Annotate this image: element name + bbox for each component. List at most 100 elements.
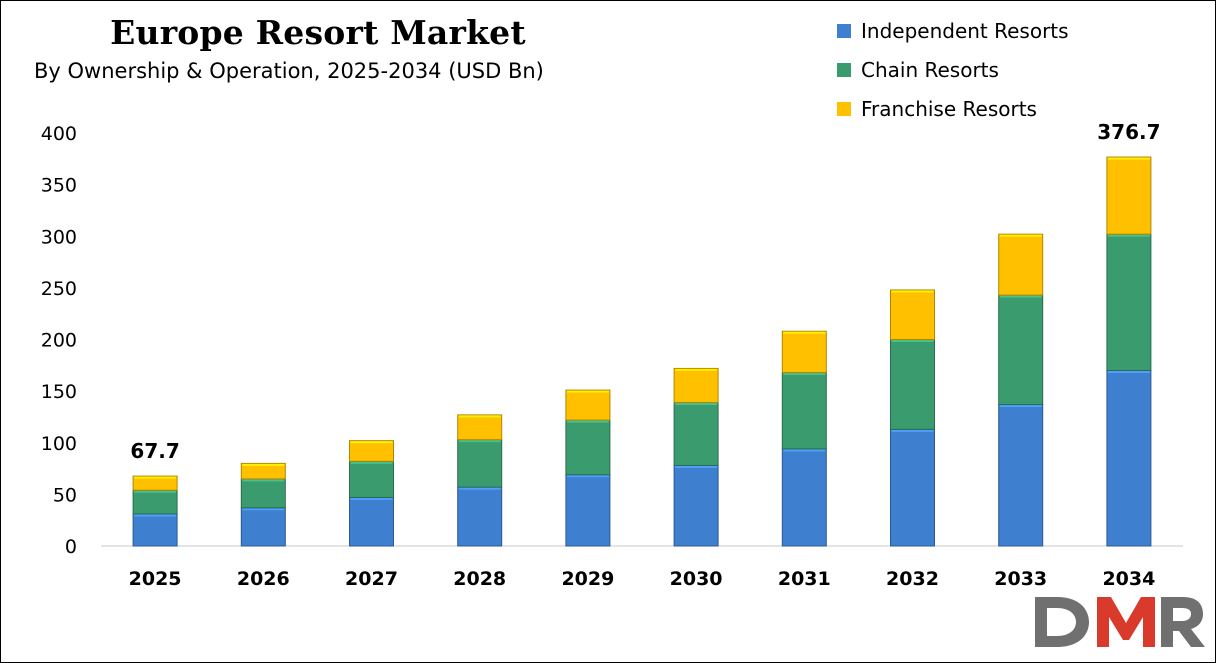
bar-segment-highlight <box>999 295 1042 298</box>
y-tick-label: 150 <box>41 381 77 403</box>
y-tick-label: 350 <box>41 175 77 197</box>
bar-segment-franchise-resorts-2027 <box>349 440 394 462</box>
dmr-logo <box>1031 593 1207 656</box>
bar-segment-independent-resorts-2025 <box>132 513 178 547</box>
legend-label-chain: Chain Resorts <box>861 57 999 82</box>
bar-segment-highlight <box>783 373 826 376</box>
bar-segment-highlight <box>458 440 501 443</box>
bar-segment-franchise-resorts-2026 <box>240 462 286 480</box>
bar-segment-highlight <box>999 234 1042 237</box>
chart-subtitle: By Ownership & Operation, 2025-2034 (USD… <box>34 59 544 83</box>
x-tick-label: 2033 <box>994 568 1047 590</box>
bar-segment-chain-resorts-2034 <box>1106 233 1152 371</box>
bar-segment-highlight <box>999 405 1042 408</box>
y-tick-label: 50 <box>53 484 77 506</box>
bar-segment-franchise-resorts-2029 <box>565 389 611 421</box>
legend: Independent Resorts Chain Resorts Franch… <box>837 11 1069 128</box>
bar-segment-independent-resorts-2032 <box>890 428 935 547</box>
x-tick-label: 2029 <box>561 568 614 590</box>
bar-segment-highlight <box>891 340 934 342</box>
bar-segment-highlight <box>458 415 501 418</box>
legend-item-chain: Chain Resorts <box>837 50 1069 89</box>
x-tick-label: 2025 <box>129 568 182 590</box>
bar-segment-franchise-resorts-2028 <box>457 414 503 441</box>
bar-segment-chain-resorts-2031 <box>781 372 827 450</box>
x-tick-label: 2030 <box>670 568 723 590</box>
chart-title: Europe Resort Market <box>110 13 526 52</box>
bar-segment-highlight <box>134 514 177 517</box>
data-labels: 67.7 376.7 <box>130 120 1160 463</box>
legend-item-independent: Independent Resorts <box>837 11 1069 50</box>
bar-segment-highlight <box>675 402 718 405</box>
legend-label-franchise: Franchise Resorts <box>861 96 1037 121</box>
bar-segment-chain-resorts-2025 <box>132 489 178 515</box>
bar-segment-chain-resorts-2029 <box>565 419 611 476</box>
bar-segment-highlight <box>242 463 285 466</box>
bar-segment-highlight <box>783 449 826 452</box>
x-tick-label: 2026 <box>237 568 290 590</box>
bar-segment-franchise-resorts-2034 <box>1106 156 1152 235</box>
bar-segment-franchise-resorts-2025 <box>132 475 178 491</box>
bar-segment-franchise-resorts-2030 <box>673 367 719 403</box>
y-axis-ticks: 0 50 100 150 200 250 300 350 400 <box>41 123 77 558</box>
bar-segment-chain-resorts-2033 <box>998 294 1044 406</box>
bar-segment-independent-resorts-2026 <box>240 507 286 547</box>
bar-segment-highlight <box>1107 157 1150 160</box>
bar-segment-chain-resorts-2030 <box>673 401 719 466</box>
bar-segment-chain-resorts-2026 <box>240 478 286 509</box>
bar-segment-highlight <box>566 390 609 393</box>
bar-segment-highlight <box>350 461 393 464</box>
bar-segment-highlight <box>134 476 177 479</box>
bar-segment-independent-resorts-2030 <box>673 464 719 547</box>
bar-segment-highlight <box>242 479 285 482</box>
bar-segment-highlight <box>566 420 609 423</box>
legend-item-franchise: Franchise Resorts <box>837 89 1069 128</box>
legend-swatch-independent <box>837 23 851 38</box>
y-tick-label: 400 <box>41 123 77 145</box>
bar-segment-franchise-resorts-2032 <box>890 289 935 341</box>
bar-segment-independent-resorts-2027 <box>349 496 394 547</box>
y-tick-label: 100 <box>41 433 77 455</box>
y-tick-label: 0 <box>65 536 77 558</box>
legend-swatch-franchise <box>837 101 851 116</box>
bar-segment-franchise-resorts-2033 <box>998 233 1044 296</box>
y-tick-label: 200 <box>41 330 77 352</box>
bar-segment-highlight <box>134 490 177 493</box>
bar-segment-highlight <box>891 290 934 293</box>
bar-segment-chain-resorts-2032 <box>890 339 935 430</box>
bar-segment-highlight <box>566 475 609 478</box>
legend-label-independent: Independent Resorts <box>861 18 1069 43</box>
bar-segment-chain-resorts-2028 <box>457 439 503 488</box>
x-tick-label: 2031 <box>778 568 831 590</box>
bars <box>132 156 1152 547</box>
bar-segment-independent-resorts-2029 <box>565 474 611 547</box>
y-tick-label: 250 <box>41 278 77 300</box>
bar-segment-highlight <box>891 429 934 432</box>
bar-segment-highlight <box>675 368 718 371</box>
bar-segment-franchise-resorts-2031 <box>781 330 827 374</box>
bar-segment-highlight <box>675 465 718 468</box>
x-tick-label: 2034 <box>1102 568 1155 590</box>
bar-segment-highlight <box>458 487 501 490</box>
bar-segment-independent-resorts-2033 <box>998 404 1044 547</box>
x-tick-label: 2028 <box>453 568 506 590</box>
bar-segment-highlight <box>1107 370 1150 373</box>
bar-segment-chain-resorts-2027 <box>349 460 394 498</box>
data-label-total-2025: 67.7 <box>130 439 179 463</box>
bar-segment-independent-resorts-2031 <box>781 448 827 547</box>
legend-swatch-chain <box>837 62 851 77</box>
bar-segment-independent-resorts-2028 <box>457 486 503 547</box>
bar-segment-highlight <box>350 497 393 500</box>
bar-segment-highlight <box>350 441 393 444</box>
y-tick-label: 300 <box>41 226 77 248</box>
x-tick-label: 2027 <box>345 568 398 590</box>
bar-segment-independent-resorts-2034 <box>1106 369 1152 547</box>
x-tick-label: 2032 <box>886 568 939 590</box>
x-axis-ticks: 2025 2026 2027 2028 2029 2030 2031 2032 2033 2034 <box>129 568 1156 590</box>
data-label-total-2034: 376.7 <box>1097 120 1160 144</box>
bar-segment-highlight <box>783 331 826 334</box>
bar-segment-highlight <box>242 508 285 511</box>
bar-segment-highlight <box>1107 234 1150 237</box>
